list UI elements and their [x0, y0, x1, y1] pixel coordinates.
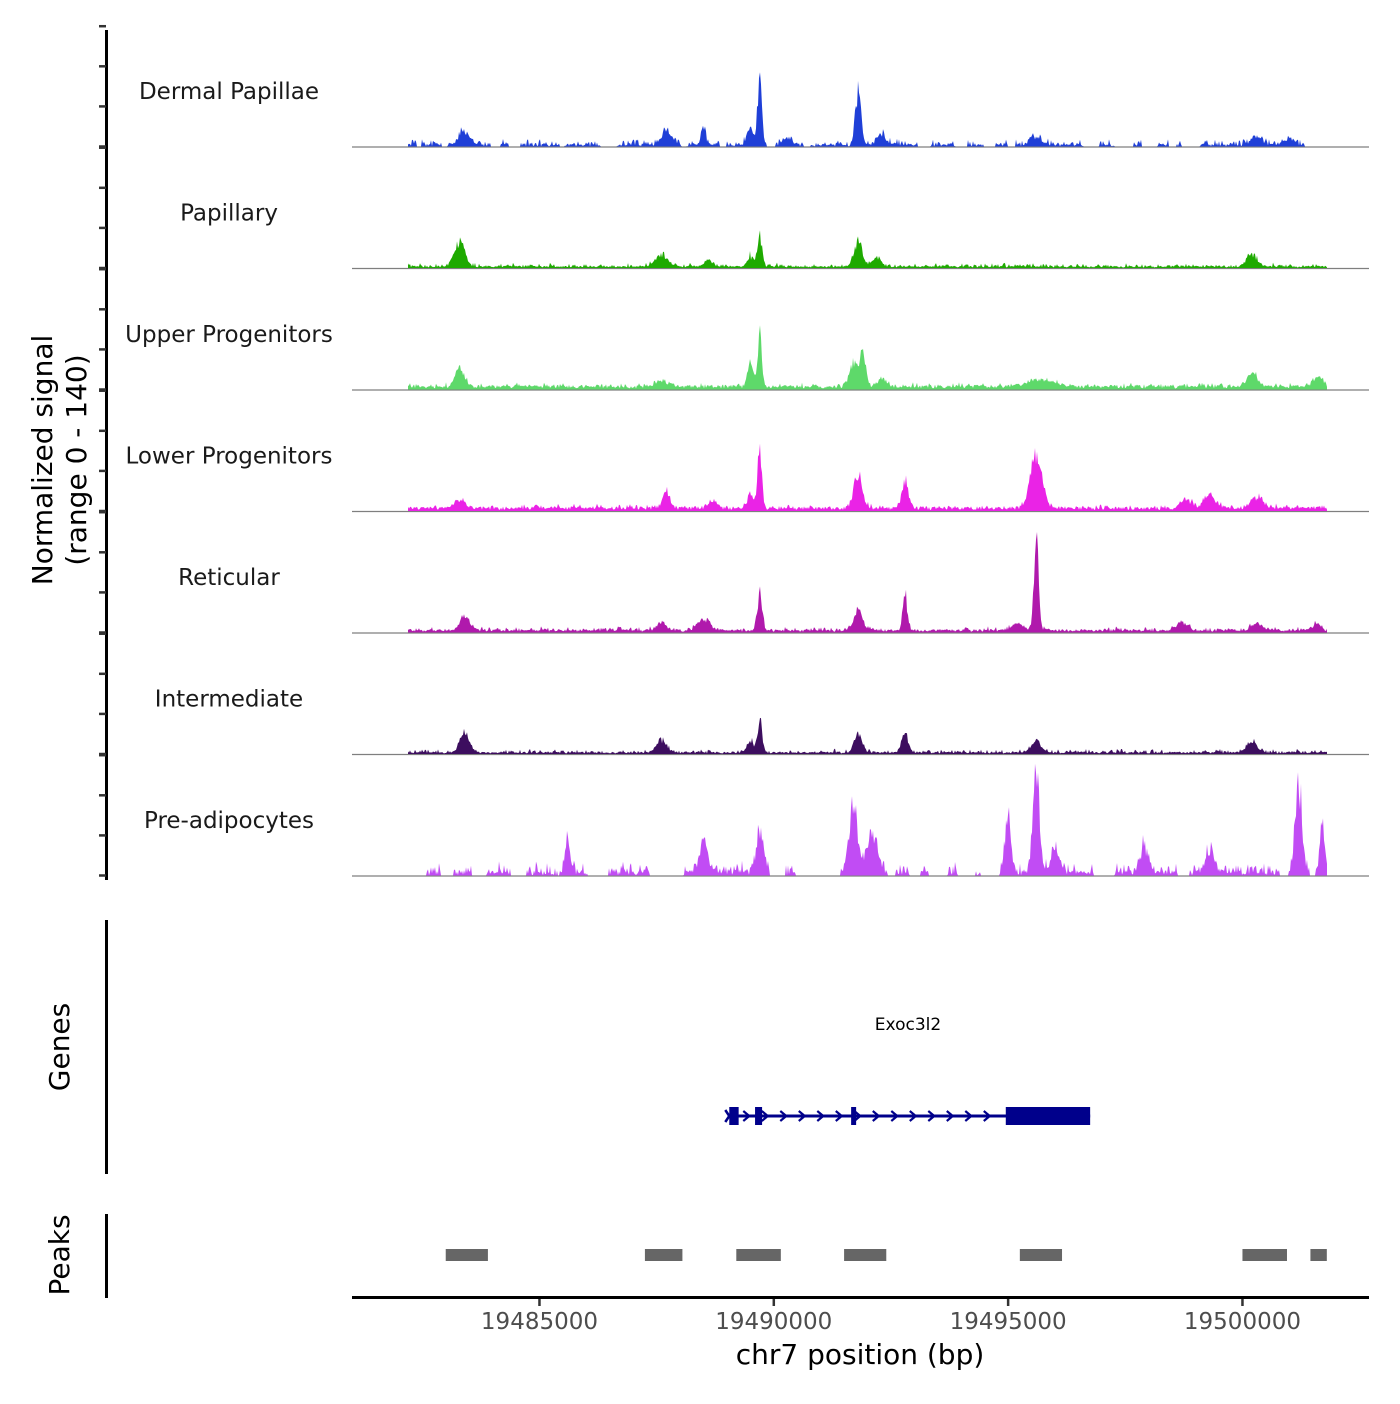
peak-region-1: [445, 1249, 488, 1261]
y-axis-title-line-1: Normalized signal: [26, 335, 59, 586]
coverage-area-intermediate: [408, 717, 1327, 754]
x-tick-label-4: 19500000: [1184, 1309, 1301, 1335]
coverage-tracks: Dermal Papillae Papillary Upper Progenitor…: [125, 72, 1369, 877]
peak-region-4: [844, 1249, 887, 1261]
track-label-intermediate: Intermediate: [155, 687, 303, 713]
coverage-area-papillary: [408, 230, 1327, 268]
strand-chevron-10: [909, 1110, 918, 1122]
genes-panel: Genes Exoc3l2: [43, 920, 1091, 1174]
coverage-area-upper-progenitors: [408, 325, 1327, 390]
peaks-panel: Peaks: [43, 1214, 1327, 1298]
coverage-area-reticular: [408, 532, 1327, 633]
strand-chevron-3: [779, 1110, 788, 1122]
strand-chevron-7: [853, 1110, 862, 1122]
strand-chevron-12: [946, 1110, 955, 1122]
peak-region-6: [1242, 1249, 1287, 1261]
x-axis-title: chr7 position (bp): [736, 1338, 985, 1371]
track-pre-adipocytes: Pre-adipocytes: [144, 763, 1369, 877]
gene-coding-block: [1005, 1107, 1091, 1125]
strand-chevron-13: [964, 1110, 973, 1122]
gene-model: [724, 1107, 1091, 1125]
gene-exon-3: [851, 1107, 857, 1125]
gene-exon-2: [755, 1107, 763, 1125]
track-label-upper-progenitors: Upper Progenitors: [125, 322, 333, 348]
track-dermal-papillae: Dermal Papillae: [139, 72, 1369, 148]
track-lower-progenitors: Lower Progenitors: [126, 443, 1369, 513]
x-tick-label-2: 19490000: [715, 1309, 832, 1335]
signal-y-axis: [99, 24, 108, 880]
peak-region-2: [644, 1249, 683, 1261]
y-axis-title-line-2: (range 0 - 140): [60, 354, 93, 565]
x-axis: 19485000 19490000 19495000 19500000 chr7 po…: [352, 1296, 1369, 1371]
strand-chevron-8: [872, 1110, 881, 1122]
gene-exon-1: [729, 1107, 739, 1125]
strand-chevron-11: [927, 1110, 936, 1122]
track-label-pre-adipocytes: Pre-adipocytes: [144, 808, 314, 834]
strand-chevron-5: [816, 1110, 825, 1122]
gene-name-label: Exoc3l2: [875, 1015, 941, 1035]
track-label-papillary: Papillary: [180, 201, 278, 227]
peak-region-3: [736, 1249, 781, 1261]
track-label-reticular: Reticular: [178, 565, 280, 591]
coverage-area-pre-adipocytes: [408, 763, 1327, 876]
y-axis-title: Normalized signal (range 0 - 140): [26, 335, 93, 586]
track-reticular: Reticular: [178, 532, 1369, 634]
track-papillary: Papillary: [180, 201, 1369, 270]
strand-chevron-14: [983, 1110, 992, 1122]
peak-regions: [445, 1249, 1327, 1261]
track-label-lower-progenitors: Lower Progenitors: [126, 444, 333, 470]
strand-chevron-4: [798, 1110, 807, 1122]
x-axis-ticks: 19485000 19490000 19495000 19500000: [481, 1299, 1301, 1335]
peaks-panel-title: Peaks: [43, 1214, 76, 1295]
peak-region-7: [1310, 1249, 1327, 1261]
strand-chevron-1: [742, 1110, 751, 1122]
coverage-area-dermal-papillae: [408, 72, 1327, 147]
x-tick-label-3: 19495000: [950, 1309, 1067, 1335]
strand-chevron-6: [835, 1110, 844, 1122]
strand-chevron-9: [890, 1110, 899, 1122]
strand-chevron-2: [761, 1110, 770, 1122]
peak-region-5: [1019, 1249, 1063, 1261]
genes-panel-title: Genes: [43, 1003, 76, 1091]
track-label-dermal-papillae: Dermal Papillae: [139, 79, 319, 105]
track-intermediate: Intermediate: [155, 687, 1369, 756]
coverage-area-lower-progenitors: [408, 443, 1327, 511]
x-tick-label-1: 19485000: [481, 1309, 598, 1335]
track-upper-progenitors: Upper Progenitors: [125, 322, 1369, 391]
